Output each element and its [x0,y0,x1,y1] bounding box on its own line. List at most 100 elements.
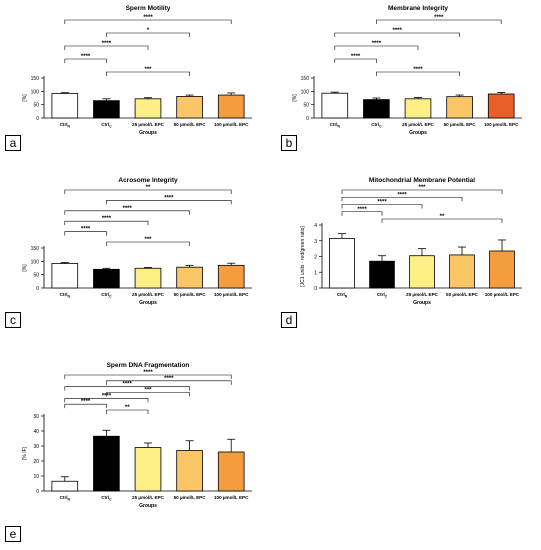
bar [176,450,203,492]
panel-label-b: b [281,135,297,151]
significance-label: **** [81,227,91,233]
significance-bracket [341,189,503,194]
bar [134,98,162,119]
x-axis-label: Groups [139,300,157,306]
chart-title: Acrosome Integrity [118,177,178,184]
chart-panel-e: Sperm DNA Fragmentation 0 10 20 30 40 50 [% IF]… [0,355,270,545]
significance-bracket [64,45,149,50]
x-tick-label: CtrlC [101,292,112,299]
significance-label: *** [144,237,152,243]
x-tick-label: CtrlN [60,122,71,129]
y-tick-label: 0 [36,286,39,292]
y-tick-label: 30 [33,444,39,450]
bar [449,254,475,289]
chart-svg-d: Mitochondrial Membrane Potential 0 1 2 3 4 [JC… [300,177,522,306]
significance-bracket [64,386,190,391]
y-tick-label: 0 [36,489,39,495]
x-tick-label: 100 µmol/L EPC [214,495,249,500]
significance-bracket [106,32,190,37]
x-axis-label: Groups [139,130,157,136]
significance-bracket [341,196,463,202]
chart-title: Membrane Integrity [388,5,448,12]
x-axis-label: Groups [409,130,427,136]
significance-bracket [64,403,107,409]
chart-svg-e: Sperm DNA Fragmentation 0 10 20 30 40 50 [% IF]… [22,362,252,509]
significance-bracket [334,45,419,50]
bar [51,93,79,119]
bar [134,267,162,289]
y-axis-label: [%] [292,94,298,102]
significance-bracket [64,210,190,215]
significance-label: **** [102,393,112,399]
y-axis-label: [JC1 units - red/green ratio] [300,226,306,287]
bar [51,480,79,492]
y-tick-label: 0 [36,116,39,122]
chart-title: Sperm Motility [126,5,171,12]
significance-label: **** [413,67,423,73]
x-tick-label: 100 µmol/L EPC [485,292,520,297]
significance-label: **** [143,15,153,21]
significance-label: **** [377,200,387,206]
x-tick-label: 100 µmol/L EPC [484,122,519,127]
bar [363,99,390,119]
y-tick-label: 3 [314,239,317,245]
y-tick-label: 150 [31,246,40,252]
chart-svg-b: Membrane Integrity 0 50 100 150 [%] CtrlN CtrlC… [292,5,522,136]
significance-bracket [106,380,232,385]
significance-label: * [147,28,150,34]
bar [93,435,120,492]
significance-label: *** [144,388,152,394]
panel-label-d: d [281,312,297,328]
significance-bracket [341,211,383,216]
significance-bracket [64,19,232,24]
bar [446,96,473,119]
significance-label: **** [164,376,174,382]
significance-label: ** [440,214,445,220]
x-tick-label: 100 µmol/L EPC [214,122,249,127]
y-tick-label: 50 [303,103,309,109]
significance-bracket [106,200,232,205]
y-axis-label: [%] [22,94,28,102]
y-tick-label: 4 [314,223,317,229]
significance-bracket [106,71,190,76]
chart-title: Sperm DNA Fragmentation [107,362,190,369]
bar [329,237,355,289]
significance-bracket [376,71,460,76]
x-tick-label: 50 µmol/L EPC [174,292,207,297]
panel-label-a: a [5,135,21,151]
y-tick-label: 1 [314,270,317,276]
significance-label: **** [143,370,153,376]
x-tick-label: 25 µmol/L EPC [132,292,165,297]
significance-bracket [64,374,232,379]
chart-panel-d: Mitochondrial Membrane Potential 0 1 2 3 4 [JC… [270,170,541,340]
significance-bracket [381,218,503,223]
significance-label: **** [372,41,382,47]
significance-label: **** [351,54,361,60]
significance-bracket [334,32,460,37]
significance-label: **** [123,206,133,212]
x-tick-label: CtrlC [371,122,382,129]
significance-label: **** [81,399,91,405]
significance-label: **** [393,28,403,34]
significance-label: ** [146,185,151,191]
significance-label: *** [418,185,426,191]
panel-label-c: c [5,312,21,328]
significance-label: **** [81,54,91,60]
significance-label: **** [123,382,133,388]
x-tick-label: 25 µmol/L EPC [132,495,165,500]
x-tick-label: 50 µmol/L EPC [444,122,477,127]
x-tick-label: CtrlN [337,292,348,299]
bar [93,268,120,289]
significance-label: **** [397,192,407,198]
x-axis-label: Groups [413,300,431,306]
y-tick-label: 50 [33,103,39,109]
significance-label: **** [102,41,112,47]
significance-bracket [106,241,190,246]
x-tick-label: CtrlC [101,122,112,129]
bar [487,93,515,119]
bar [409,255,435,289]
chart-panel-b: Membrane Integrity 0 50 100 150 [%] CtrlN CtrlC… [270,0,541,160]
y-tick-label: 100 [31,89,40,95]
significance-bracket [64,231,107,236]
y-tick-label: 40 [33,429,39,435]
